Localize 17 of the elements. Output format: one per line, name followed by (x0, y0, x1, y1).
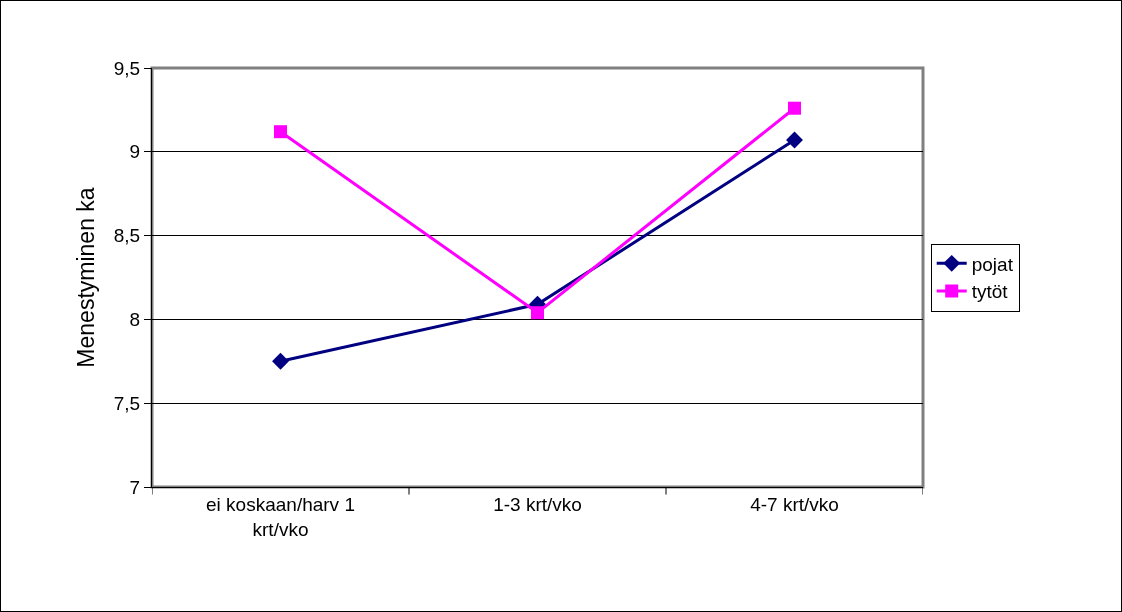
x-tick-label: ei koskaan/harv 1 krt/vko (206, 493, 355, 540)
y-tick-label: 7 (129, 476, 141, 498)
y-tick-label: 7,5 (113, 392, 141, 414)
point (274, 125, 287, 139)
point (272, 352, 289, 370)
legend-label: pojat (971, 253, 1014, 275)
y-tick-label: 9,5 (113, 57, 141, 79)
point (531, 306, 544, 320)
y-tick-label: 9 (129, 141, 141, 163)
y-axis-title: Menestyminen ka (73, 187, 100, 368)
x-tick-label: 1-3 krt/vko (493, 493, 582, 515)
y-tick-label: 8 (129, 309, 141, 331)
legend-label: tytöt (971, 281, 1009, 303)
y-tick-label: 8,5 (113, 225, 141, 247)
x-tick-label: 4-7 krt/vko (750, 493, 839, 515)
point (788, 101, 801, 115)
point (786, 131, 803, 149)
